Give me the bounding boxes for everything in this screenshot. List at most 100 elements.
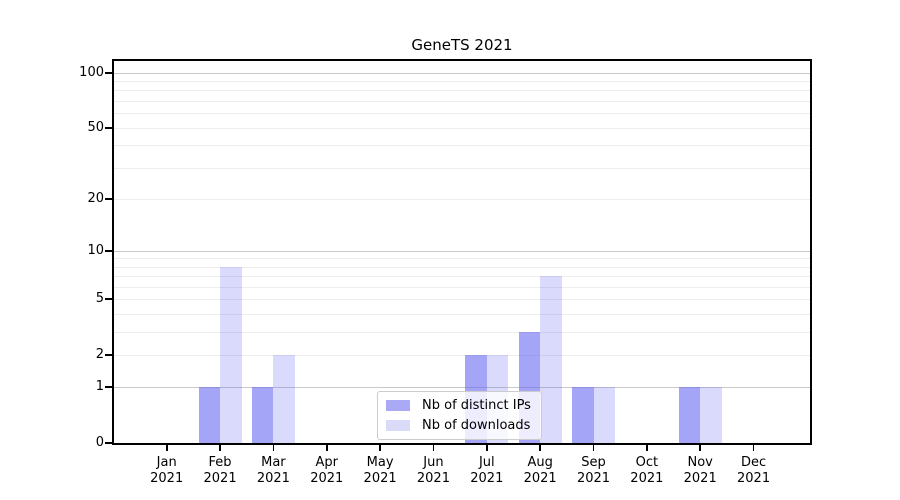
x-tick: [645, 444, 648, 452]
x-tick-label: Feb 2021: [190, 455, 250, 487]
x-tick-label: Jun 2021: [403, 455, 463, 487]
x-tick-label: Sep 2021: [564, 455, 624, 487]
y-gridline-minor: [114, 286, 810, 288]
x-tick-label: Mar 2021: [243, 455, 303, 487]
y-tick: [105, 353, 113, 356]
y-tick: [105, 71, 113, 74]
bar-distinct-ips: [678, 387, 701, 443]
legend-item: Nb of downloads: [386, 418, 531, 433]
y-gridline-minor: [114, 101, 810, 103]
y-tick: [105, 249, 113, 252]
x-tick-month: Feb: [208, 455, 232, 470]
x-tick-month: Jun: [423, 455, 444, 470]
bar-downloads: [700, 387, 722, 443]
x-tick-month: Oct: [635, 455, 659, 470]
y-gridline-minor: [114, 354, 810, 356]
y-gridline-minor: [114, 198, 810, 200]
x-tick-month: Apr: [315, 455, 339, 470]
legend: Nb of distinct IPs Nb of downloads: [377, 391, 542, 440]
y-gridline-minor: [114, 167, 810, 169]
bar-downloads: [540, 276, 562, 443]
y-tick: [105, 197, 113, 200]
x-tick: [325, 444, 328, 452]
y-gridline-minor: [114, 276, 810, 278]
x-tick: [752, 444, 755, 452]
bar-distinct-ips: [198, 387, 221, 443]
y-tick-label: 2: [95, 346, 104, 362]
legend-label: Nb of distinct IPs: [422, 398, 531, 413]
x-tick-month: Nov: [687, 455, 713, 470]
bar-distinct-ips: [251, 387, 274, 443]
y-tick-label: 100: [79, 64, 104, 80]
y-gridline-minor: [114, 258, 810, 260]
x-tick-label: May 2021: [350, 455, 410, 487]
right-spine: [810, 61, 812, 445]
x-tick: [592, 444, 595, 452]
x-tick-year: 2021: [363, 470, 397, 486]
bar-downloads: [273, 354, 295, 443]
x-tick-year: 2021: [683, 470, 717, 486]
x-tick: [539, 444, 542, 452]
x-tick-year: 2021: [310, 470, 344, 486]
y-gridline-minor: [114, 90, 810, 92]
y-tick-label: 20: [87, 190, 104, 206]
x-tick-month: Aug: [527, 455, 553, 470]
x-tick-year: 2021: [203, 470, 237, 486]
x-tick-year: 2021: [576, 470, 611, 486]
x-tick-year: 2021: [150, 470, 184, 486]
x-tick-label: Aug 2021: [510, 455, 570, 487]
y-tick: [105, 386, 113, 389]
chart-title: GeneTS 2021: [411, 36, 513, 54]
x-tick-year: 2021: [470, 470, 504, 486]
left-spine: [112, 61, 114, 445]
legend-item: Nb of distinct IPs: [386, 398, 531, 413]
x-tick-month: Mar: [261, 455, 286, 470]
y-gridline-minor: [114, 145, 810, 147]
x-tick: [272, 444, 275, 452]
y-gridline-major: [114, 387, 810, 389]
x-tick: [699, 444, 702, 452]
x-tick-month: Jan: [156, 455, 177, 470]
bottom-spine: [112, 443, 812, 445]
x-tick-label: Jan 2021: [137, 455, 197, 487]
legend-swatch: [386, 420, 410, 431]
bar-distinct-ips: [572, 387, 594, 443]
plot-area: 0 1 2 5 10 20 50 100 Jan 2021 Feb 2021 Mar 2021 Apr 202…: [79, 59, 812, 486]
y-tick: [105, 126, 113, 129]
y-tick: [105, 298, 113, 301]
x-tick-year: 2021: [523, 470, 557, 486]
legend-label: Nb of downloads: [422, 418, 531, 433]
x-tick: [165, 444, 168, 452]
y-tick-label: 0: [95, 435, 104, 450]
y-tick: [105, 442, 113, 444]
y-gridline-minor: [114, 313, 810, 315]
top-spine: [112, 59, 812, 61]
x-tick-label: Nov 2021: [670, 455, 730, 487]
y-gridline-major: [114, 72, 810, 74]
x-tick-year: 2021: [256, 470, 290, 486]
bar-downloads: [593, 387, 615, 443]
y-gridline-minor: [114, 127, 810, 129]
x-tick-year: 2021: [737, 470, 771, 486]
x-tick: [219, 444, 221, 452]
y-gridline-minor: [114, 266, 810, 268]
x-tick-month: Dec: [740, 455, 767, 470]
x-tick-year: 2021: [416, 470, 450, 486]
y-tick-label: 10: [87, 242, 104, 258]
y-gridline-minor: [114, 299, 810, 301]
x-tick-month: Jul: [478, 455, 495, 470]
x-tick-month: Sep: [581, 455, 606, 470]
bar-downloads: [220, 266, 242, 443]
y-tick-label: 5: [95, 291, 104, 307]
x-tick-label: Jul 2021: [457, 455, 517, 487]
x-tick-label: Dec 2021: [724, 455, 784, 487]
y-tick-label: 50: [87, 119, 104, 135]
y-gridline-minor: [114, 81, 810, 83]
y-tick-label: 1: [95, 379, 104, 395]
x-tick-label: Apr 2021: [297, 455, 357, 487]
x-tick-month: May: [366, 455, 394, 470]
x-tick: [485, 444, 488, 452]
legend-swatch: [386, 400, 410, 411]
y-gridline-minor: [114, 113, 810, 115]
